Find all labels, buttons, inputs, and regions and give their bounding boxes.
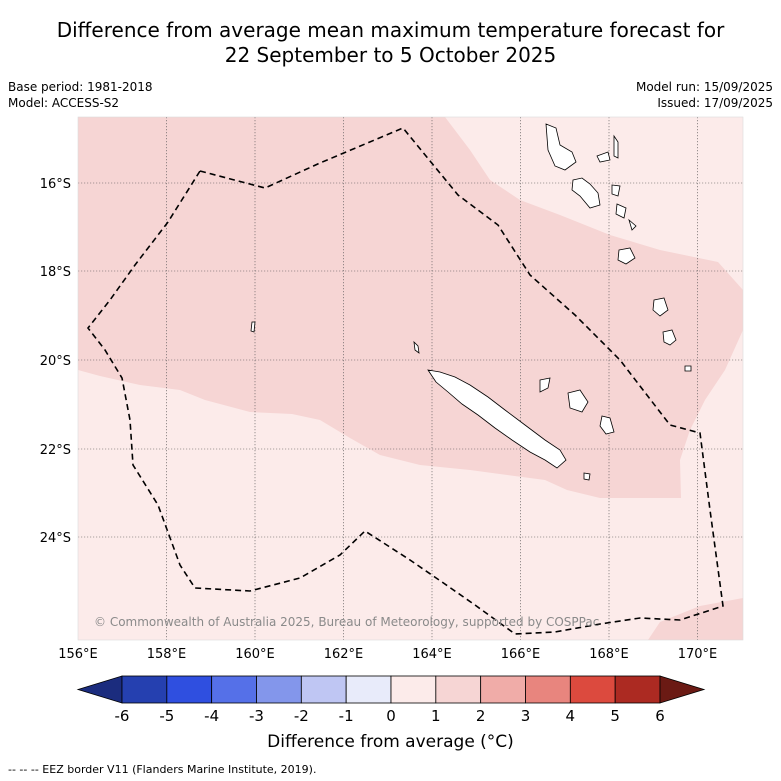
colorbar-tick-label: -6 — [115, 707, 130, 725]
model-name: Model: ACCESS-S2 — [8, 96, 120, 110]
lon-tick-label: 168°E — [589, 647, 629, 662]
colorbar-tick-label: 4 — [566, 707, 576, 725]
longitude-axis: 156°E 158°E 160°E 162°E 164°E 166°E 168°… — [58, 647, 717, 662]
colorbar-swatch — [614, 675, 661, 704]
map-title-line1: Difference from average mean maximum tem… — [56, 18, 725, 42]
colorbar-tick-label: 6 — [655, 707, 665, 725]
new-caledonia-outline — [427, 369, 567, 469]
colorbar-swatch — [300, 675, 347, 704]
colorbar-swatch — [569, 675, 616, 704]
colorbar-swatches — [76, 675, 706, 704]
lon-tick-label: 156°E — [58, 647, 98, 662]
colorbar-tick-label: -4 — [204, 707, 219, 725]
colorbar-title: Difference from average (°C) — [267, 732, 514, 752]
colorbar-swatch — [435, 675, 482, 704]
colorbar-tick-label: -1 — [339, 707, 354, 725]
lon-tick-label: 170°E — [678, 647, 718, 662]
vanuatu-island-c — [571, 177, 601, 209]
colorbar-tick-label: -5 — [159, 707, 174, 725]
colorbar-swatch — [256, 675, 302, 704]
base-period: Base period: 1981-2018 — [8, 80, 153, 94]
island-south-a — [583, 472, 591, 481]
lat-tick-label: 16°S — [40, 177, 71, 192]
lon-tick-label: 164°E — [412, 647, 452, 662]
map-frame — [77, 116, 744, 641]
coastlines — [250, 123, 692, 481]
lat-tick-label: 24°S — [40, 531, 71, 546]
vanuatu-island-b — [613, 134, 619, 159]
colorbar-swatch — [525, 675, 571, 704]
lon-tick-label: 160°E — [235, 647, 275, 662]
vanuatu-island-f — [628, 218, 637, 231]
vanuatu-island-d — [611, 184, 621, 197]
colorbar-tick-label: 5 — [610, 707, 620, 725]
map-title: Difference from average mean maximum tem… — [0, 18, 781, 68]
eez-legend-note: -- -- -- EEZ border V11 (Flanders Marine… — [8, 763, 317, 776]
vanuatu-island-e — [615, 203, 627, 219]
colorbar-swatch — [390, 675, 437, 704]
vanuatu-island-g — [617, 247, 636, 265]
loyalty-island-b — [567, 389, 589, 413]
colorbar-swatch — [166, 675, 213, 704]
colorbar-extend-low — [76, 675, 123, 704]
anomaly-zone-1-to-2-south — [648, 598, 743, 640]
graticule — [78, 117, 743, 640]
map-title-line2: 22 September to 5 October 2025 — [224, 43, 557, 67]
lon-tick-label: 166°E — [501, 647, 541, 662]
meta-left: Base period: 1981-2018 Model: ACCESS-S2 — [8, 79, 153, 111]
meta-right: Model run: 15/09/2025 Issued: 17/09/2025 — [636, 79, 773, 111]
eez-border-line — [86, 127, 724, 635]
colorbar-tick-label: -2 — [294, 707, 309, 725]
model-run: Model run: 15/09/2025 — [635, 80, 773, 94]
colorbar-swatch — [480, 675, 526, 704]
lat-tick-label: 22°S — [40, 443, 71, 458]
loyalty-island-c — [599, 415, 615, 435]
latitude-axis: 16°S 18°S 20°S 22°S 24°S — [40, 177, 71, 546]
lon-tick-label: 158°E — [147, 647, 187, 662]
colorbar-tick-labels: -6 -5 -4 -3 -2 -1 0 1 2 3 4 5 6 — [115, 707, 665, 725]
island-east-a — [652, 297, 669, 317]
vanuatu-island-north — [545, 123, 577, 171]
lat-tick-label: 18°S — [40, 265, 71, 280]
loyalty-island-a — [539, 377, 551, 393]
lon-tick-label: 162°E — [324, 647, 364, 662]
island-north-nc — [413, 340, 420, 354]
lat-tick-label: 20°S — [40, 354, 71, 369]
colorbar-tick-label: 3 — [521, 707, 531, 725]
island-west-a — [250, 321, 256, 333]
vanuatu-island-a — [596, 151, 611, 163]
colorbar-tick-label: -3 — [249, 707, 264, 725]
colorbar-tick-label: 2 — [476, 707, 486, 725]
issued-date: Issued: 17/09/2025 — [657, 96, 773, 110]
island-east-b — [662, 329, 677, 346]
colorbar-swatch — [211, 675, 257, 704]
colorbar-tick-label: 1 — [431, 707, 441, 725]
colorbar-tick-label: 0 — [386, 707, 396, 725]
copyright-notice: © Commonwealth of Australia 2025, Bureau… — [94, 615, 599, 629]
island-east-c — [684, 365, 692, 372]
colorbar-swatch — [121, 675, 168, 704]
colorbar-swatch — [345, 675, 392, 704]
map-panel: © Commonwealth of Australia 2025, Bureau… — [78, 117, 743, 640]
colorbar-extend-high — [659, 675, 706, 704]
colorbar: -6 -5 -4 -3 -2 -1 0 1 2 3 4 5 6 — [76, 675, 706, 725]
